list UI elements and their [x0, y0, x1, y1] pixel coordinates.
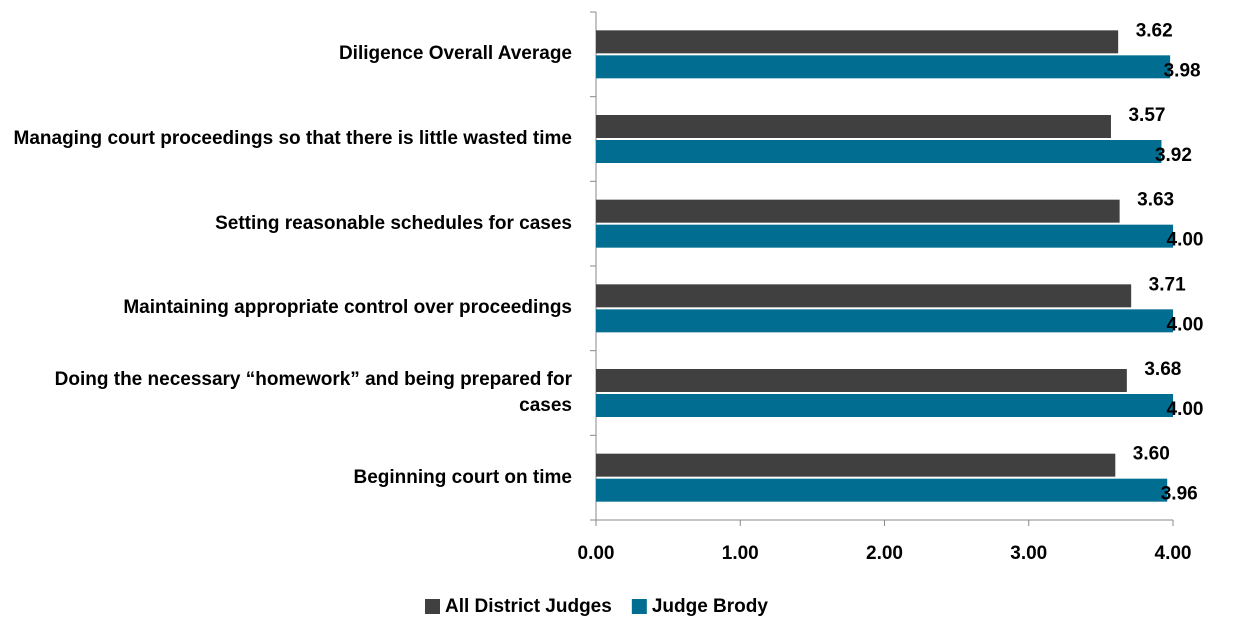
category-label: Setting reasonable schedules for cases — [215, 212, 572, 234]
category-label: Diligence Overall Average — [338, 43, 572, 65]
value-label: 3.62 — [1136, 20, 1173, 41]
legend-swatch — [425, 599, 440, 614]
category-label: Beginning court on time — [353, 466, 573, 488]
value-label: 3.71 — [1149, 274, 1186, 295]
bar — [596, 55, 1171, 79]
bar — [596, 115, 1111, 138]
bar — [596, 394, 1173, 417]
bar — [596, 199, 1120, 223]
legend-label: Judge Brody — [652, 596, 769, 617]
x-tick-label: 4.00 — [1155, 543, 1192, 564]
category-label: Maintaining appropriate control over pro… — [123, 297, 572, 319]
bar — [596, 369, 1127, 392]
value-label: 3.60 — [1133, 444, 1170, 465]
value-label: 3.63 — [1137, 190, 1174, 211]
legend-label: All District Judges — [445, 596, 612, 617]
bar — [596, 284, 1132, 308]
bar — [596, 224, 1173, 248]
value-label: 4.00 — [1167, 399, 1204, 420]
bar — [596, 30, 1119, 54]
value-label: 3.57 — [1128, 105, 1165, 126]
bar — [596, 453, 1116, 477]
x-tick-label: 2.00 — [866, 543, 903, 564]
value-label: 3.96 — [1161, 484, 1198, 505]
bar — [596, 478, 1168, 502]
value-label: 4.00 — [1167, 230, 1204, 251]
x-tick-label: 3.00 — [1010, 543, 1047, 564]
category-label: Managing court proceedings so that there… — [13, 128, 573, 149]
bar — [596, 140, 1162, 163]
value-label: 3.68 — [1144, 359, 1181, 380]
x-tick-label: 0.00 — [578, 543, 615, 564]
category-label: Doing the necessary “homework” and being… — [54, 369, 572, 416]
bar — [596, 309, 1173, 333]
value-label: 3.98 — [1164, 60, 1201, 81]
legend-swatch — [631, 599, 647, 614]
x-tick-label: 1.00 — [722, 543, 759, 564]
value-label: 4.00 — [1167, 314, 1204, 335]
value-label: 3.92 — [1155, 145, 1192, 166]
